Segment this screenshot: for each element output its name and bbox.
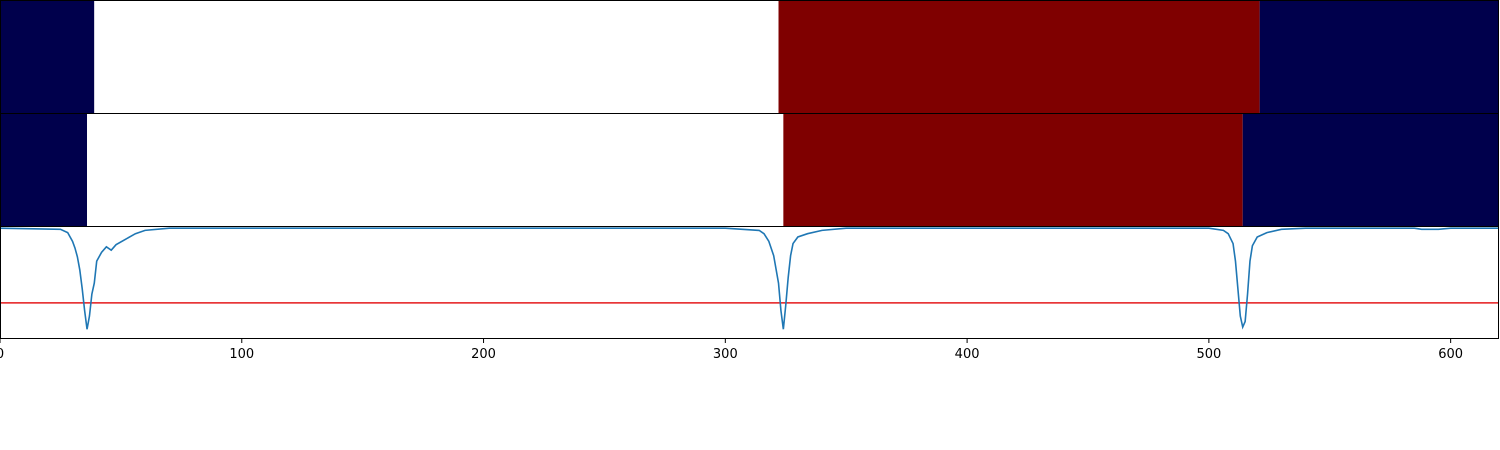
strip-1-segment-1	[0, 0, 94, 113]
strip-2-segment-4	[1243, 113, 1499, 226]
strip-1-segment-4	[1260, 0, 1499, 113]
x-tick-label-500: 500	[1196, 347, 1221, 362]
x-tick-label-200: 200	[471, 347, 496, 362]
segment-strip-2	[0, 113, 1499, 226]
strip-2-segment-1	[0, 113, 87, 226]
strip-2-segment-2	[87, 113, 783, 226]
strip-1-segment-3	[779, 0, 1260, 113]
x-tick-label-600: 600	[1438, 347, 1463, 362]
segment-strip-1	[0, 0, 1499, 113]
x-tick-label-300: 300	[713, 347, 738, 362]
strip-2-segment-3	[783, 113, 1242, 226]
x-tick-label-100: 100	[229, 347, 254, 362]
x-tick-label-0: 0	[0, 347, 4, 362]
x-tick-label-400: 400	[955, 347, 980, 362]
strip-1-segment-2	[94, 0, 778, 113]
